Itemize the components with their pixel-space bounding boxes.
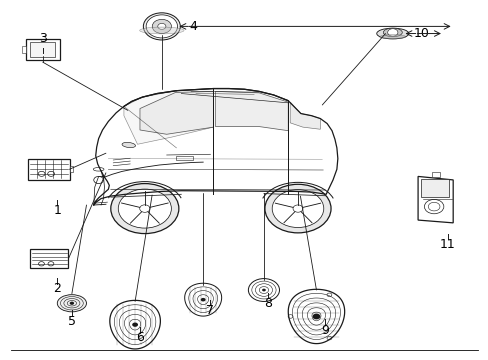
Circle shape bbox=[262, 289, 265, 291]
Bar bbox=[30, 42, 55, 57]
Text: 11: 11 bbox=[439, 238, 455, 251]
Polygon shape bbox=[417, 176, 452, 223]
Circle shape bbox=[152, 19, 171, 33]
Circle shape bbox=[146, 15, 177, 38]
Text: 1: 1 bbox=[53, 204, 61, 217]
Polygon shape bbox=[184, 283, 221, 316]
Circle shape bbox=[201, 298, 205, 301]
Bar bbox=[22, 46, 26, 53]
Polygon shape bbox=[123, 89, 213, 144]
Polygon shape bbox=[287, 289, 344, 343]
Polygon shape bbox=[110, 300, 160, 349]
Ellipse shape bbox=[379, 35, 405, 39]
Bar bbox=[176, 156, 193, 160]
Text: 2: 2 bbox=[53, 283, 61, 296]
Text: 3: 3 bbox=[39, 32, 46, 45]
Text: 5: 5 bbox=[68, 315, 76, 328]
Circle shape bbox=[248, 279, 279, 301]
Circle shape bbox=[292, 205, 303, 212]
Circle shape bbox=[143, 13, 180, 40]
Circle shape bbox=[118, 189, 171, 228]
Circle shape bbox=[387, 29, 397, 36]
Ellipse shape bbox=[57, 295, 86, 312]
Text: 7: 7 bbox=[206, 304, 214, 317]
Circle shape bbox=[264, 184, 330, 233]
Ellipse shape bbox=[383, 28, 402, 37]
Circle shape bbox=[132, 323, 138, 327]
Text: 4: 4 bbox=[189, 20, 197, 33]
Ellipse shape bbox=[140, 27, 183, 34]
Polygon shape bbox=[215, 91, 287, 131]
Bar bbox=[30, 249, 68, 268]
Polygon shape bbox=[289, 102, 320, 129]
Text: 9: 9 bbox=[320, 324, 328, 337]
Bar bbox=[70, 166, 73, 172]
Polygon shape bbox=[140, 91, 213, 134]
Ellipse shape bbox=[122, 143, 135, 148]
Circle shape bbox=[312, 314, 320, 319]
Circle shape bbox=[272, 190, 323, 228]
Text: 10: 10 bbox=[413, 27, 429, 40]
Circle shape bbox=[140, 205, 150, 212]
Bar bbox=[420, 179, 448, 197]
Circle shape bbox=[70, 302, 74, 305]
Circle shape bbox=[111, 184, 179, 234]
Text: 6: 6 bbox=[136, 332, 143, 345]
Text: 8: 8 bbox=[264, 297, 271, 310]
Bar bbox=[28, 159, 70, 180]
Ellipse shape bbox=[376, 28, 408, 39]
Circle shape bbox=[158, 23, 165, 30]
Bar bbox=[26, 39, 60, 60]
Bar bbox=[431, 172, 440, 177]
